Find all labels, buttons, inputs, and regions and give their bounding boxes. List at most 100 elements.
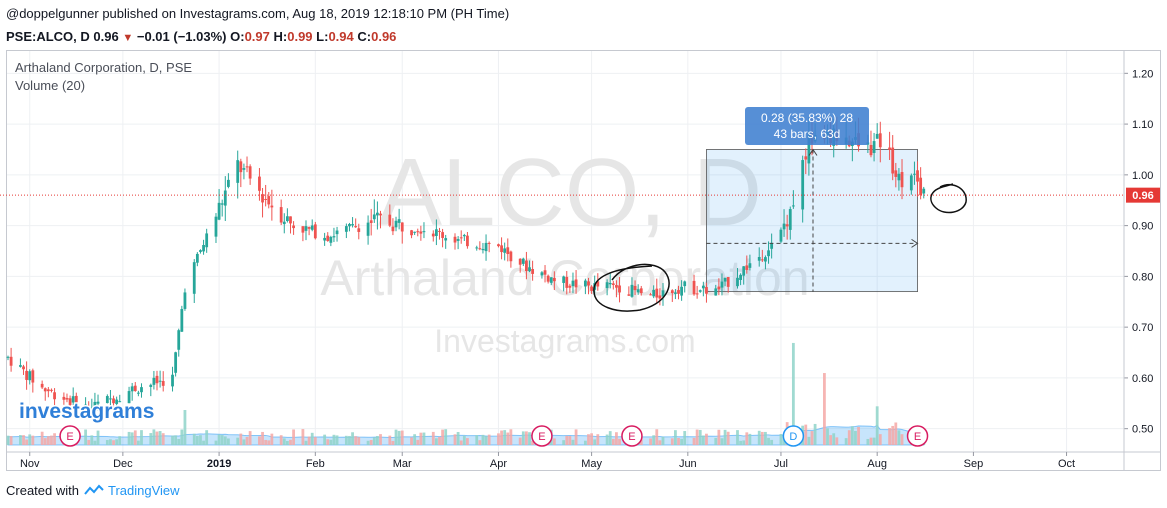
hand-drawn-circle-may[interactable] bbox=[593, 263, 670, 312]
volume-bar bbox=[807, 436, 811, 445]
candle-body bbox=[720, 281, 724, 288]
volume-bar bbox=[531, 440, 535, 445]
event-marker-label[interactable]: E bbox=[628, 431, 635, 443]
candle-body bbox=[506, 247, 510, 255]
close-value: 0.96 bbox=[371, 29, 397, 44]
volume-bar bbox=[742, 440, 746, 445]
candle-body bbox=[84, 404, 88, 410]
volume-bar bbox=[878, 434, 882, 445]
volume-bar bbox=[757, 430, 761, 445]
high-label: H: bbox=[273, 29, 288, 44]
measure-box[interactable] bbox=[706, 149, 918, 293]
volume-bar bbox=[195, 435, 199, 445]
low-value: 0.94 bbox=[328, 29, 354, 44]
volume-bar bbox=[649, 438, 652, 445]
candle-body bbox=[171, 374, 174, 387]
candle-body bbox=[785, 224, 789, 227]
volume-bar bbox=[726, 431, 730, 445]
candle-body bbox=[615, 285, 618, 288]
event-marker-label[interactable]: E bbox=[66, 431, 73, 443]
candle-body bbox=[714, 288, 718, 296]
volume-bar bbox=[593, 439, 597, 445]
volume-bar bbox=[497, 433, 500, 445]
candle-body bbox=[919, 177, 923, 196]
open-value: 0.97 bbox=[244, 29, 270, 44]
volume-bar bbox=[366, 440, 370, 445]
candle-body bbox=[869, 144, 873, 156]
volume-bar bbox=[90, 435, 94, 445]
candlesticks bbox=[6, 116, 926, 415]
volume-bar bbox=[105, 440, 109, 445]
event-marker-icon[interactable] bbox=[531, 425, 553, 447]
volume-bar bbox=[723, 429, 727, 445]
volume-bar bbox=[608, 431, 612, 445]
candle-body bbox=[770, 242, 774, 249]
investagrams-logo: investagrams bbox=[18, 399, 156, 425]
candle-body bbox=[115, 399, 119, 404]
time-axis[interactable]: Nov Dec 2019 Feb Mar Apr May Jun Jul Aug Sep Oct bbox=[7, 451, 1160, 470]
event-marker-label[interactable]: E bbox=[914, 431, 921, 443]
footer-brand[interactable]: TradingView bbox=[108, 483, 180, 498]
volume-bar bbox=[323, 434, 327, 445]
volume-bar bbox=[177, 438, 181, 445]
candle-body bbox=[391, 226, 395, 232]
candle-body bbox=[605, 282, 609, 289]
event-marker-icon[interactable] bbox=[621, 425, 643, 447]
hand-drawn-circles[interactable] bbox=[593, 183, 967, 312]
candle-body bbox=[913, 173, 916, 175]
candle-body bbox=[698, 290, 702, 292]
candle-body bbox=[497, 244, 500, 247]
volume-bar bbox=[391, 440, 395, 445]
event-marker-label[interactable]: D bbox=[789, 431, 797, 443]
candle-body bbox=[105, 396, 109, 404]
volume-bar bbox=[850, 426, 854, 445]
candle-body bbox=[217, 202, 221, 220]
price-axis[interactable]: 1.20 1.10 1.00 0.90 0.80 0.70 0.60 0.50 bbox=[1123, 51, 1153, 470]
volume-bar bbox=[431, 431, 435, 445]
candle-body bbox=[43, 388, 47, 392]
volume-bar bbox=[397, 430, 401, 445]
hand-drawn-circle-aug[interactable] bbox=[930, 183, 967, 214]
volume-bar bbox=[304, 440, 308, 445]
price-tick-label: 0.60 bbox=[1132, 373, 1153, 385]
volume-bar bbox=[462, 435, 466, 445]
price-tag: 0.96 bbox=[1126, 187, 1160, 203]
event-marker-icon[interactable] bbox=[782, 425, 805, 447]
candle-body bbox=[46, 389, 50, 392]
volume-bar bbox=[695, 429, 699, 445]
candle-body bbox=[242, 168, 246, 170]
time-tick-label: Feb bbox=[306, 458, 325, 470]
candle-body bbox=[22, 366, 25, 370]
candle-body bbox=[292, 225, 295, 229]
volume-bar bbox=[50, 435, 53, 445]
volume-bar bbox=[307, 436, 311, 445]
measure-label-line2: 43 bars, 63d bbox=[774, 127, 841, 141]
volume-bar bbox=[698, 429, 702, 445]
candle-body bbox=[639, 288, 643, 294]
candle-body bbox=[133, 385, 137, 392]
volume-bar bbox=[453, 434, 457, 445]
price-tick-label: 0.50 bbox=[1132, 424, 1153, 436]
volume-bar bbox=[133, 430, 137, 445]
price-tick-label: 0.70 bbox=[1132, 322, 1153, 334]
time-tick-label: Dec bbox=[113, 458, 133, 470]
candle-body bbox=[332, 236, 336, 238]
price-tick-label: 0.90 bbox=[1132, 221, 1153, 233]
candle-body bbox=[313, 224, 317, 239]
volume-bar bbox=[587, 434, 590, 445]
volume-bar bbox=[832, 433, 836, 445]
volume-bar bbox=[292, 429, 295, 445]
volume-bar bbox=[565, 435, 569, 445]
candle-body bbox=[661, 290, 665, 297]
event-marker-icon[interactable] bbox=[59, 425, 81, 447]
volume-bar bbox=[53, 433, 56, 445]
measure-rect[interactable] bbox=[706, 149, 918, 293]
volume-bar bbox=[6, 435, 10, 445]
event-marker-icon[interactable] bbox=[906, 425, 929, 447]
event-marker-label[interactable]: E bbox=[538, 431, 545, 443]
volume-bar bbox=[583, 440, 587, 445]
volume-bar bbox=[475, 435, 479, 445]
candle-body bbox=[627, 294, 631, 296]
